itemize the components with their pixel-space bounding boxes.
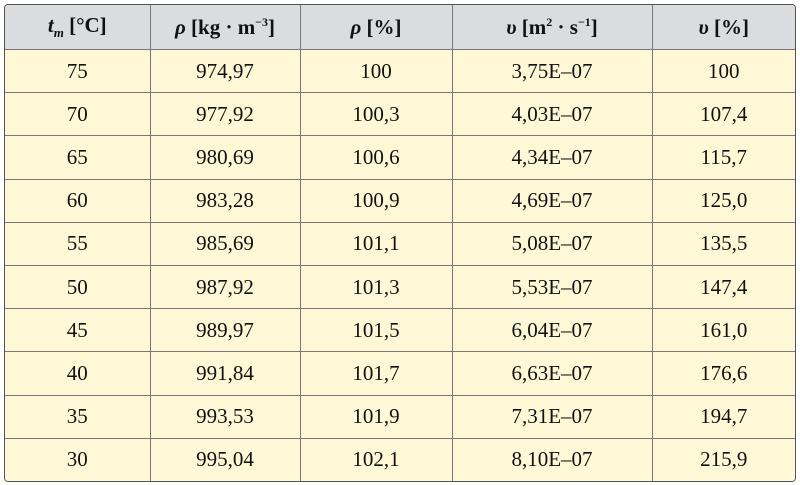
table-cell: 100	[651, 48, 795, 94]
table-row: 55 985,69 101,1 5,08E–07 135,5	[5, 221, 795, 266]
header-text: [°C]	[63, 12, 107, 37]
header-row: tm [°C] ρ [kg · m−3] ρ [%] υ [m2 · s−1] υ [%…	[5, 5, 795, 50]
table-cell: 100,9	[299, 178, 453, 223]
table-cell: 50	[5, 264, 151, 310]
table-cell: 989,97	[149, 308, 301, 353]
table-cell: 4,03E–07	[451, 92, 653, 137]
table-cell: 977,92	[149, 92, 301, 137]
table-cell: 65	[5, 135, 151, 180]
header-cell: ρ [%]	[299, 5, 453, 50]
header-text: −3	[255, 14, 269, 29]
table-cell: 101,5	[299, 308, 453, 353]
table-row: 50 987,92 101,3 5,53E–07 147,4	[5, 264, 795, 310]
table-cell: 101,3	[299, 264, 453, 310]
table-cell: 215,9	[651, 437, 795, 481]
table-cell: 995,04	[149, 437, 301, 481]
table-row: 60 983,28 100,9 4,69E–07 125,0	[5, 178, 795, 223]
header-text: 2	[546, 14, 553, 29]
table-cell: 176,6	[651, 351, 795, 396]
table-row: 70 977,92 100,3 4,03E–07 107,4	[5, 92, 795, 137]
table-cell: 3,75E–07	[451, 48, 653, 94]
table-cell: 5,08E–07	[451, 221, 653, 266]
table-cell: 135,5	[651, 221, 795, 266]
header-text: υ	[506, 14, 517, 39]
header-cell: ρ [kg · m−3]	[149, 5, 301, 50]
table-cell: 60	[5, 178, 151, 223]
header-text: ]	[268, 14, 276, 39]
table-cell: 101,7	[299, 351, 453, 396]
table-cell: 980,69	[149, 135, 301, 180]
table-cell: 100	[299, 48, 453, 94]
table-cell: 6,63E–07	[451, 351, 653, 396]
table-cell: 8,10E–07	[451, 437, 653, 481]
table-cell: 4,69E–07	[451, 178, 653, 223]
table-cell: 100,3	[299, 92, 453, 137]
table-cell: 987,92	[149, 264, 301, 310]
header-text: ρ	[174, 14, 186, 39]
header-text: t	[47, 12, 54, 37]
table-cell: 101,9	[299, 394, 453, 439]
table-cell: 125,0	[651, 178, 795, 223]
table-cell: 75	[5, 48, 151, 94]
table-cell: 983,28	[149, 178, 301, 223]
table-cell: 6,04E–07	[451, 308, 653, 353]
table-cell: 70	[5, 92, 151, 137]
header-cell: υ [m2 · s−1]	[451, 5, 653, 50]
header-text: m	[53, 25, 64, 41]
header-cell: tm [°C]	[5, 5, 151, 50]
table-cell: 55	[5, 221, 151, 266]
table-row: 75 974,97 100 3,75E–07 100	[5, 48, 795, 94]
header-text: · s	[552, 14, 578, 39]
table-cell: 147,4	[651, 264, 795, 310]
table-cell: 40	[5, 351, 151, 396]
table-row: 40 991,84 101,7 6,63E–07 176,6	[5, 351, 795, 396]
header-text: [kg · m	[185, 14, 256, 39]
header-text: −1	[577, 14, 591, 29]
table-cell: 194,7	[651, 394, 795, 439]
table-cell: 30	[5, 437, 151, 481]
table-row: 30 995,04 102,1 8,10E–07 215,9	[5, 437, 795, 481]
table-cell: 161,0	[651, 308, 795, 353]
header-text: [%]	[361, 14, 402, 39]
table-cell: 100,6	[299, 135, 453, 180]
table-cell: 993,53	[149, 394, 301, 439]
header-cell: υ [%]	[651, 5, 795, 50]
table-cell: 102,1	[299, 437, 453, 481]
table-cell: 115,7	[651, 135, 795, 180]
table-cell: 4,34E–07	[451, 135, 653, 180]
header-text: [m	[516, 14, 547, 39]
table-row: 35 993,53 101,9 7,31E–07 194,7	[5, 394, 795, 439]
header-text: [%]	[708, 14, 750, 39]
table-cell: 974,97	[149, 48, 301, 94]
table-row: 45 989,97 101,5 6,04E–07 161,0	[5, 308, 795, 353]
table-cell: 991,84	[149, 351, 301, 396]
header-text: ]	[590, 14, 598, 39]
table-frame: tm [°C] ρ [kg · m−3] ρ [%] υ [m2 · s−1] υ [%…	[4, 4, 796, 482]
table-cell: 45	[5, 308, 151, 353]
data-table: tm [°C] ρ [kg · m−3] ρ [%] υ [m2 · s−1] υ [%…	[5, 5, 795, 481]
table-cell: 5,53E–07	[451, 264, 653, 310]
header-text: υ	[698, 14, 709, 39]
table-cell: 7,31E–07	[451, 394, 653, 439]
table-cell: 35	[5, 394, 151, 439]
table-row: 65 980,69 100,6 4,34E–07 115,7	[5, 135, 795, 180]
table-cell: 107,4	[651, 92, 795, 137]
header-text: ρ	[350, 14, 362, 39]
table-cell: 101,1	[299, 221, 453, 266]
table-cell: 985,69	[149, 221, 301, 266]
